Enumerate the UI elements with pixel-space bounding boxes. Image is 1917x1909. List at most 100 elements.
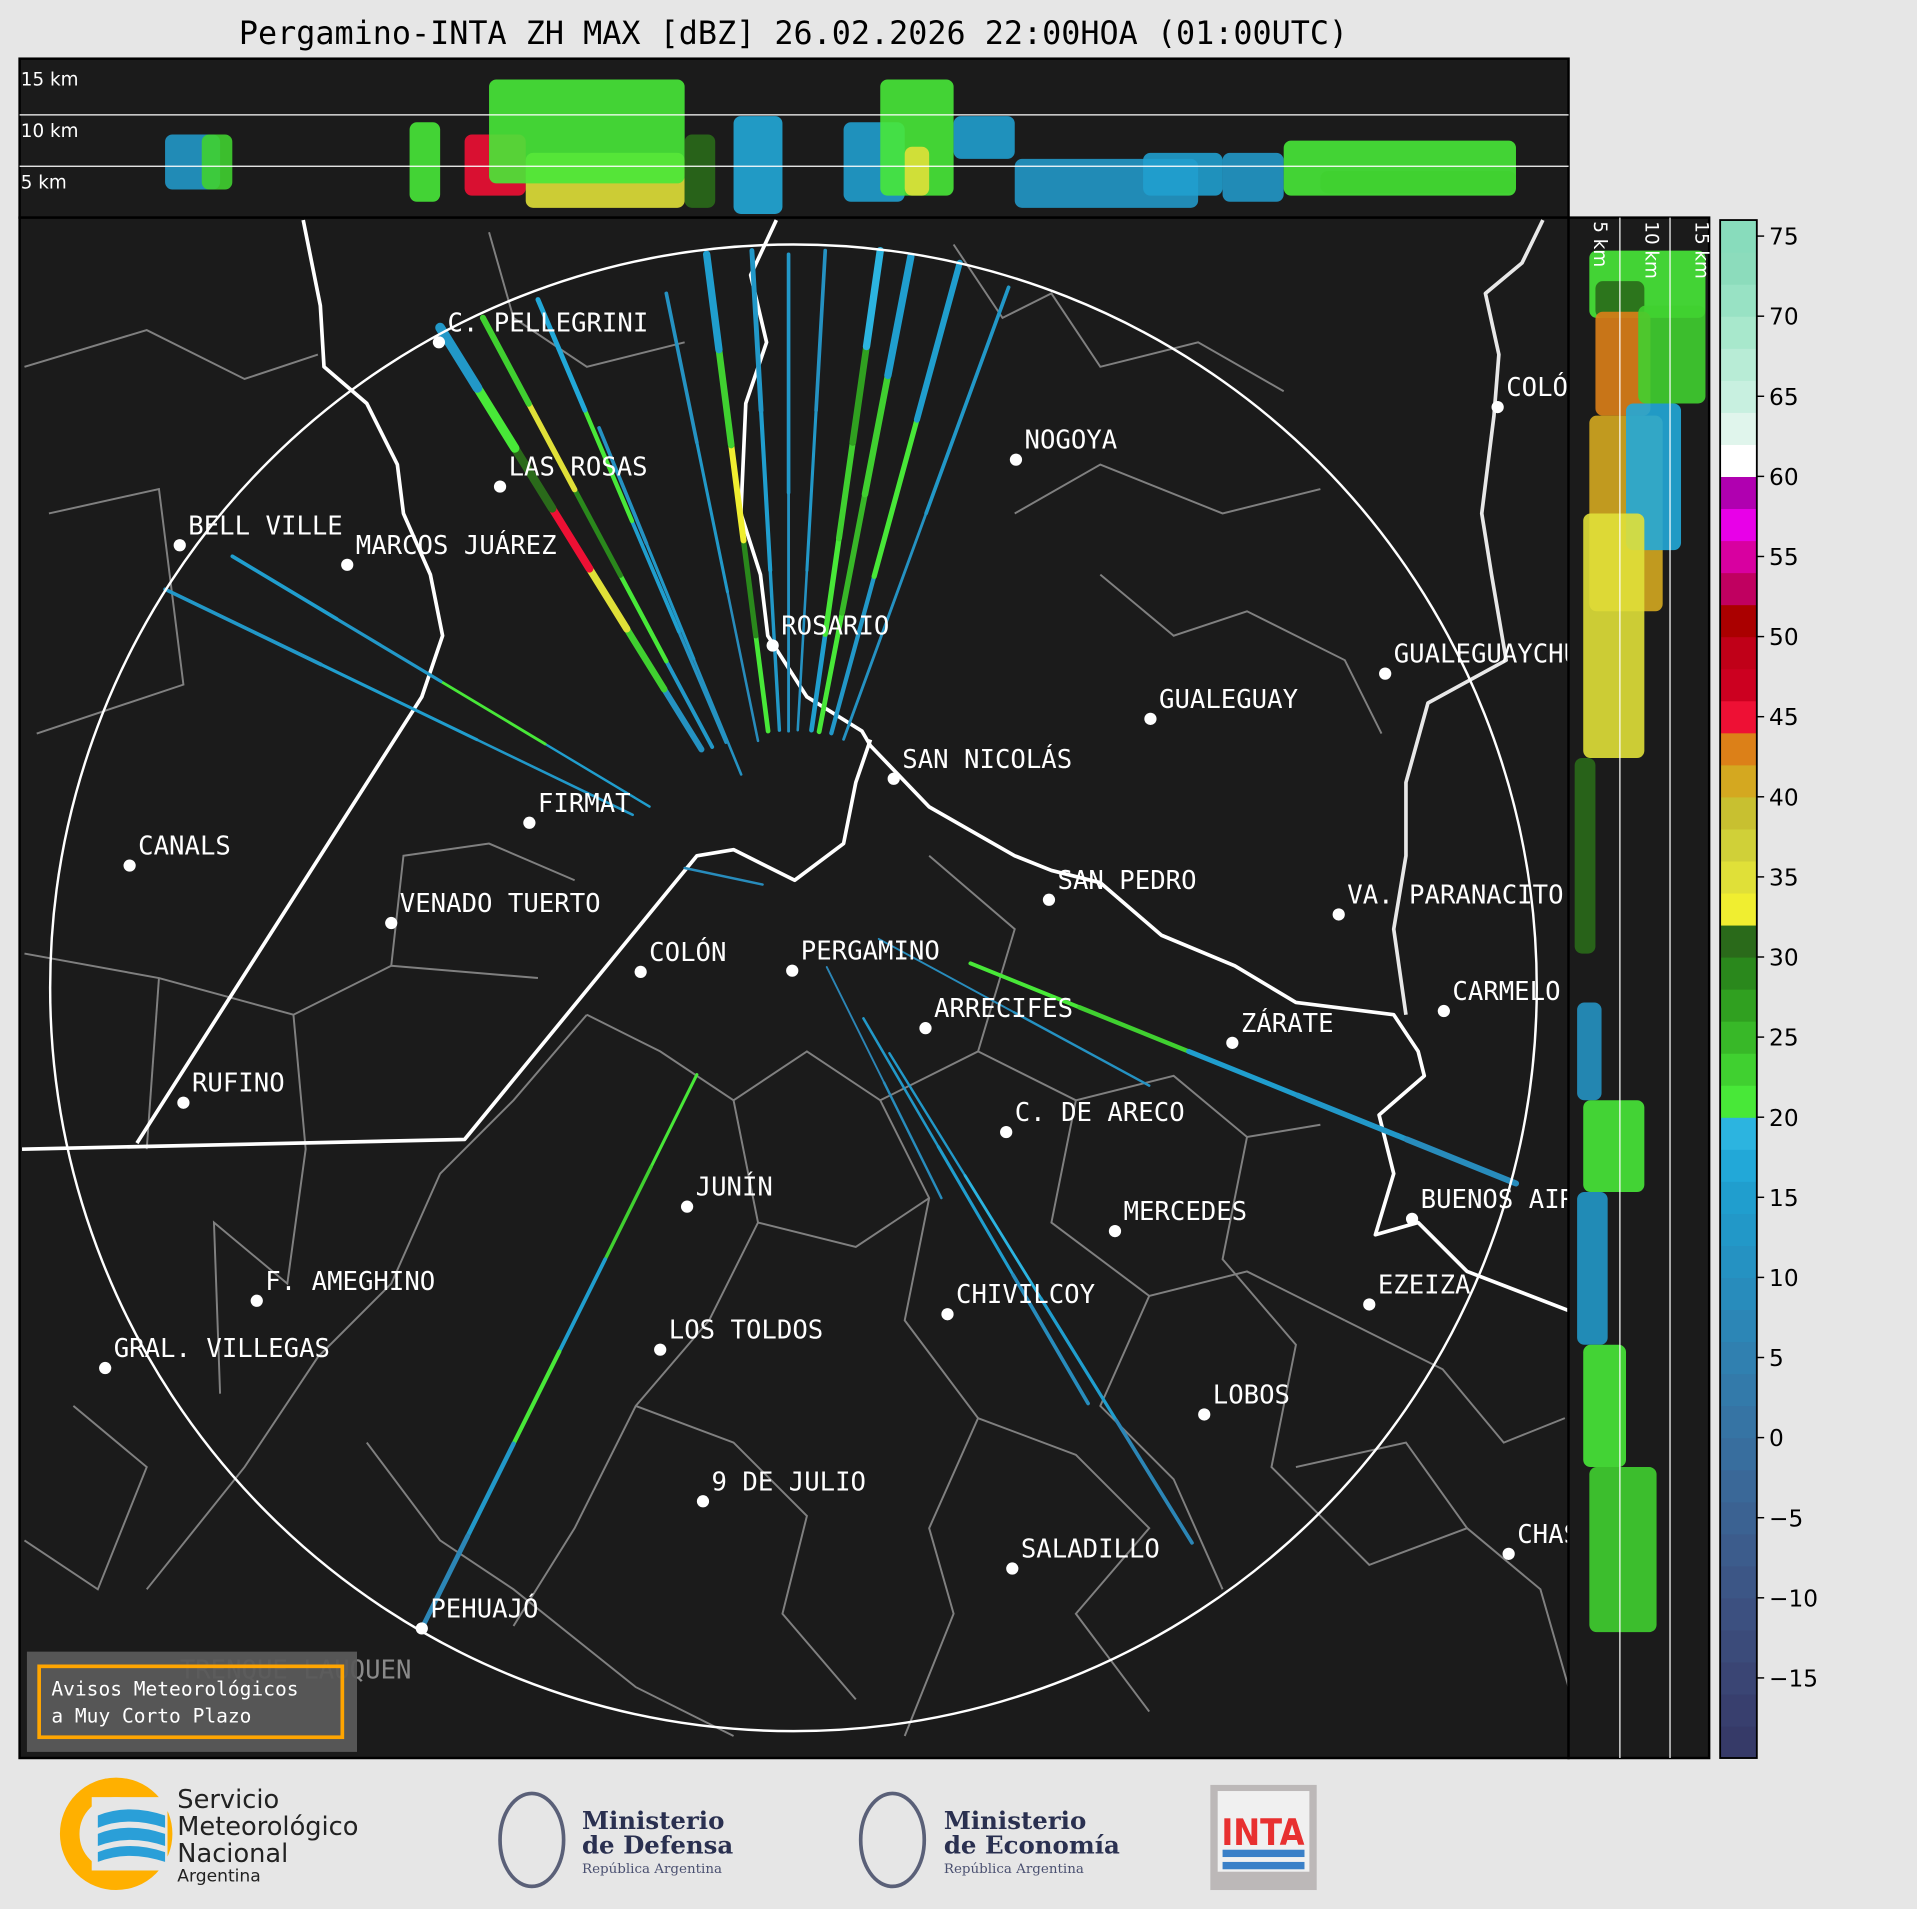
city-marker[interactable]: FIRMAT: [523, 789, 631, 829]
city-marker[interactable]: LOS TOLDOS: [654, 1316, 823, 1356]
city-marker[interactable]: SALADILLO: [1006, 1535, 1160, 1575]
echo-column: [1583, 1100, 1645, 1192]
colorbar-band: [1720, 1053, 1757, 1086]
department-line: [1344, 1319, 1566, 1444]
city-dot-icon: [1405, 1212, 1419, 1225]
city-marker[interactable]: ROSARIO: [766, 611, 890, 652]
city-marker[interactable]: CARMELO: [1437, 977, 1561, 1018]
department-line: [145, 977, 160, 1150]
echo-segment: [814, 248, 828, 413]
city-marker[interactable]: LOBOS: [1198, 1380, 1290, 1421]
radar-map[interactable]: C. PELLEGRINI LAS ROSAS BELL VILLE MARCOS J…: [18, 216, 1657, 1760]
city-label: C. DE ARECO: [1015, 1098, 1185, 1128]
department-line: [977, 1417, 1151, 1713]
echo-column: [1577, 1191, 1608, 1345]
city-marker[interactable]: BELL VILLE: [173, 511, 343, 552]
city-marker[interactable]: CANALS: [123, 832, 231, 872]
department-line: [24, 329, 319, 381]
city-marker[interactable]: C. PELLEGRINI: [432, 308, 648, 349]
echo-segment: [644, 541, 696, 661]
colorbar-band: [1720, 476, 1757, 510]
city-marker[interactable]: BUENOS AIRES: [1405, 1185, 1606, 1225]
city-marker[interactable]: GUALEGUAY: [1144, 685, 1298, 725]
department-line: [1295, 1441, 1569, 1688]
echo-column: [684, 134, 716, 208]
echo-column: [1143, 152, 1223, 196]
city-marker[interactable]: PERGAMINO: [786, 937, 940, 977]
echo-segment: [692, 657, 743, 776]
echo-segment: [664, 291, 699, 445]
city-marker[interactable]: GRAL. VILLEGAS: [99, 1334, 330, 1375]
echo-segment: [1012, 1011, 1151, 1087]
colorbar-band: [1720, 1181, 1757, 1214]
echo-segment: [882, 1081, 943, 1200]
city-label: FIRMAT: [538, 789, 631, 819]
city-label: BUENOS AIRES: [1421, 1185, 1606, 1215]
province-boundaries: [21, 219, 1569, 1313]
city-dot-icon: [123, 859, 136, 872]
city-marker[interactable]: GUALEGUAYCHÚ: [1379, 638, 1579, 680]
colorbar-tick-label: −15: [1769, 1665, 1818, 1692]
city-marker[interactable]: PEHUAJÓ: [415, 1592, 539, 1635]
colorbar-tick-label: 30: [1769, 945, 1799, 972]
department-line: [757, 1197, 930, 1249]
city-label: MERCEDES: [1124, 1197, 1248, 1227]
department-line: [36, 487, 185, 735]
colorbar-band: [1720, 444, 1757, 477]
echo-segment: [535, 297, 588, 413]
echo-segment: [753, 633, 771, 734]
city-label: PERGAMINO: [801, 937, 940, 967]
echo-segment: [849, 343, 870, 446]
colorbar-band: [1720, 1405, 1757, 1439]
city-marker[interactable]: NOGOYA: [1009, 426, 1117, 466]
colorbar-band: [1720, 1341, 1757, 1375]
echo-segment: [726, 590, 760, 743]
city-marker[interactable]: EZEIZA: [1363, 1270, 1471, 1311]
city-label: COLÓN: [1506, 371, 1583, 403]
radar-range-ring: [48, 243, 1538, 1733]
city-marker[interactable]: JUNÍN: [680, 1171, 773, 1213]
city-marker[interactable]: MERCEDES: [1108, 1197, 1248, 1238]
colorbar-band: [1720, 508, 1757, 542]
echo-segment: [695, 441, 729, 594]
city-marker[interactable]: MARCOS JUÁREZ: [341, 529, 557, 571]
colorbar-band: [1720, 1245, 1757, 1279]
colorbar-tick-label: 55: [1769, 544, 1799, 571]
city-marker[interactable]: RUFINO: [177, 1069, 285, 1109]
city-marker[interactable]: SAN NICOLÁS: [887, 743, 1073, 785]
echo-segment: [1403, 1136, 1520, 1187]
echo-segment: [630, 519, 681, 634]
city-marker[interactable]: CHIVILCOY: [941, 1280, 1095, 1321]
city-dot-icon: [493, 480, 507, 493]
city-dot-icon: [415, 1622, 428, 1635]
city-marker[interactable]: C. DE ARECO: [1000, 1098, 1185, 1139]
colorbar-band: [1720, 1213, 1757, 1246]
city-marker[interactable]: F. AMEGHINO: [250, 1267, 436, 1307]
city-dot-icon: [250, 1294, 263, 1307]
colorbar-band: [1720, 284, 1757, 317]
city-marker[interactable]: VA. PARANACITO: [1332, 880, 1564, 921]
city-marker[interactable]: SAN PEDRO: [1042, 866, 1197, 906]
colorbar-band: [1720, 1085, 1757, 1118]
city-marker[interactable]: CHASCOMÚS: [1502, 1518, 1657, 1560]
department-line: [977, 1050, 1321, 1139]
city-marker[interactable]: ZÁRATE: [1226, 1007, 1334, 1049]
echo-segment: [163, 587, 323, 667]
city-marker[interactable]: ARRECIFES: [919, 994, 1073, 1035]
city-marker[interactable]: LAS ROSAS: [493, 453, 648, 493]
city-label: 9 DE JULIO: [712, 1467, 866, 1497]
warning-box[interactable]: Avisos Meteorológicos a Muy Corto Plazo: [26, 1651, 358, 1752]
city-marker[interactable]: COLÓN: [1491, 371, 1584, 414]
city-label: COLÓN: [649, 936, 726, 968]
city-marker[interactable]: 9 DE JULIO: [696, 1467, 866, 1508]
city-label: GUALEGUAY: [1159, 685, 1298, 715]
city-dot-icon: [680, 1200, 694, 1213]
city-marker[interactable]: VENADO TUERTO: [385, 889, 601, 930]
colorbar-band: [1720, 1693, 1757, 1727]
city-marker[interactable]: COLÓN: [634, 936, 727, 979]
city-dot-icon: [786, 964, 799, 977]
echo-segment: [749, 248, 764, 413]
warning-line-1: Avisos Meteorológicos: [51, 1678, 298, 1701]
city-label: EZEIZA: [1378, 1270, 1471, 1300]
